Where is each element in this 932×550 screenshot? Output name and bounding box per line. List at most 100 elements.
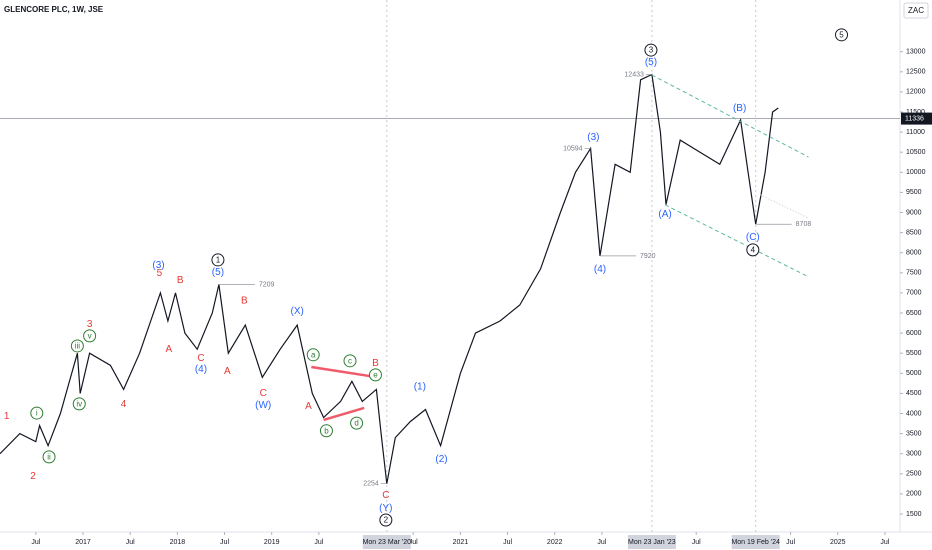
wave-label: 2 (30, 471, 36, 482)
wave-circle (72, 397, 86, 411)
y-tick-label: 7500 (906, 270, 922, 277)
wave-label: c (348, 356, 352, 365)
wave-label: (4) (594, 264, 606, 275)
y-tick-label: 2000 (906, 491, 922, 498)
y-tick-label: 3500 (906, 430, 922, 437)
wave-circle (211, 253, 225, 267)
y-tick-label: 10000 (906, 169, 926, 176)
wave-circle (42, 450, 56, 464)
marker-label: Mon 23 Jan '23 (628, 539, 676, 546)
price-label: 7920 (640, 253, 656, 260)
currency: ZAC (908, 6, 924, 15)
wave-circle (644, 43, 658, 57)
wave-circle (319, 424, 333, 438)
wave-label: 3 (87, 319, 93, 330)
wave-circle (343, 354, 357, 368)
y-tick-label: 1500 (906, 511, 922, 518)
x-tick-label: Jul (314, 539, 323, 546)
wave-label: iv (76, 399, 82, 408)
x-tick-label: 2022 (547, 539, 563, 546)
x-tick-label: 2025 (830, 539, 846, 546)
currency-box (903, 2, 929, 19)
wave-label: (C) (746, 232, 760, 243)
wave-label: (1) (414, 381, 426, 392)
wave-label: 2 (384, 516, 389, 525)
x-tick-label: Jul (597, 539, 606, 546)
wave-label: (A) (658, 209, 671, 220)
wave-label: ii (47, 453, 51, 462)
wave-label: (B) (733, 103, 746, 114)
wave-label: d (354, 419, 358, 428)
wave-label: B (177, 275, 184, 286)
y-tick-label: 6000 (906, 330, 922, 337)
wave-label: 5 (157, 268, 163, 279)
x-tick-label: 2018 (170, 539, 186, 546)
wave-circle (379, 513, 393, 527)
wave-label: (W) (255, 400, 271, 411)
y-tick-label: 12000 (906, 89, 926, 96)
x-tick-label: 2017 (75, 539, 91, 546)
price-label: 10594 (563, 145, 583, 152)
y-tick-label: 4500 (906, 390, 922, 397)
x-tick-label: Jul (126, 539, 135, 546)
trendline (664, 204, 809, 278)
wave-label: A (305, 401, 312, 412)
y-tick-label: 9500 (906, 189, 922, 196)
y-tick-label: 11500 (906, 109, 925, 116)
wave-label: 1 (4, 411, 10, 422)
y-tick-label: 11000 (906, 129, 925, 136)
wave-label: C (197, 353, 204, 364)
x-tick-label: Jul (220, 539, 229, 546)
wave-circle (368, 368, 382, 382)
y-tick-label: 5500 (906, 350, 922, 357)
x-tick-label: Jul (880, 539, 889, 546)
wave-label: A (224, 366, 231, 377)
wave-circle (746, 243, 760, 257)
x-tick-label: 2019 (264, 539, 280, 546)
x-tick-label: Jul (409, 539, 418, 546)
price-line (0, 73, 779, 484)
wave-label: (X) (290, 306, 303, 317)
marker-box (362, 535, 411, 549)
wave-label: iii (75, 342, 81, 351)
wave-circle (30, 406, 44, 420)
y-tick-label: 8000 (906, 250, 922, 257)
y-tick-label: 3000 (906, 451, 922, 458)
wave-label: b (324, 426, 329, 435)
wave-circle (835, 28, 849, 42)
wave-label: v (88, 332, 92, 341)
wave-label: C (260, 388, 267, 399)
chart-title: GLENCORE PLC, 1W, JSE (4, 5, 104, 14)
wave-label: (3) (587, 132, 599, 143)
price-label: 12433 (624, 71, 644, 78)
last-price-label: 11336 (905, 115, 924, 122)
y-tick-label: 7000 (906, 290, 922, 297)
wave-label: (4) (195, 364, 207, 375)
marker-box (627, 535, 676, 549)
marker-label: Mon 23 Mar '20 (363, 539, 412, 546)
wave-label: C (382, 490, 389, 501)
wave-label: 1 (216, 256, 221, 265)
wave-label: (3) (152, 260, 164, 271)
y-tick-label: 13000 (906, 49, 926, 56)
last-price-box (901, 112, 932, 125)
wave-label: B (241, 295, 248, 306)
x-tick-label: Jul (31, 539, 40, 546)
x-tick-label: Jul (503, 539, 512, 546)
wave-label: (2) (435, 454, 447, 465)
wave-circle (83, 329, 97, 343)
y-tick-label: 2500 (906, 471, 922, 478)
wave-label: (Y) (379, 503, 392, 514)
marker-box (731, 535, 780, 549)
price-label: 2254 (363, 481, 379, 488)
wave-circle (70, 339, 84, 353)
y-tick-label: 12500 (906, 69, 926, 76)
marker-label: Mon 19 Feb '24 (731, 539, 780, 546)
wave-label: a (311, 350, 316, 359)
wave-label: 4 (121, 399, 127, 410)
y-tick-label: 9000 (906, 209, 922, 216)
wave-label: e (373, 371, 378, 380)
y-tick-label: 5000 (906, 370, 922, 377)
